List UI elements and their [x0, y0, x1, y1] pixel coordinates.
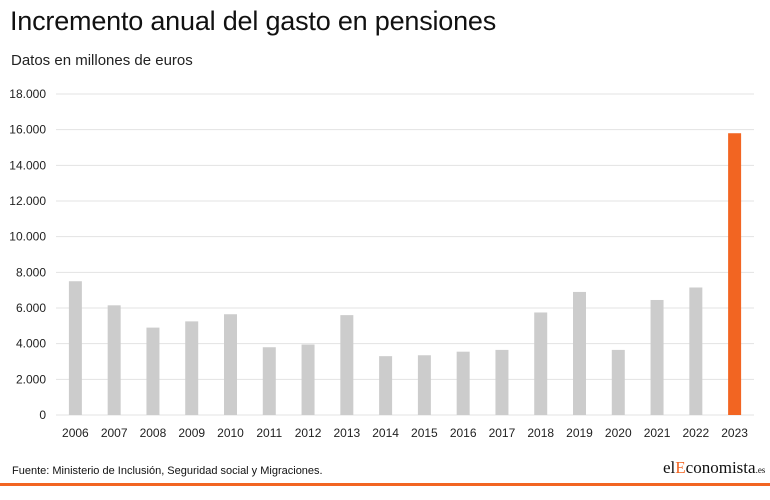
bar-2020: [611, 349, 625, 415]
logo-part-conomista: conomista: [685, 458, 756, 477]
y-tick-label: 8.000: [16, 265, 46, 279]
y-tick-label: 6.000: [16, 301, 46, 315]
bar-2016: [456, 351, 470, 415]
bar-2014: [379, 356, 393, 415]
x-tick-label: 2016: [450, 426, 477, 440]
x-tick-label: 2018: [527, 426, 554, 440]
bar-2007: [107, 305, 121, 415]
y-tick-label: 2.000: [16, 372, 46, 386]
bar-2009: [185, 321, 199, 415]
x-tick-label: 2014: [372, 426, 399, 440]
y-tick-label: 18.000: [9, 87, 46, 101]
bars: [68, 133, 742, 415]
bar-2019: [573, 291, 586, 415]
x-tick-label: 2020: [605, 426, 632, 440]
x-tick-label: 2008: [140, 426, 167, 440]
bar-2011: [262, 347, 276, 415]
x-tick-label: 2011: [256, 426, 282, 440]
x-tick-label: 2009: [178, 426, 205, 440]
source-note: Fuente: Ministerio de Inclusión, Segurid…: [12, 465, 323, 477]
bar-2008: [146, 327, 160, 415]
x-tick-label: 2019: [566, 426, 593, 440]
x-tick-label: 2010: [217, 426, 244, 440]
logo-part-el: el: [663, 458, 676, 477]
y-tick-label: 12.000: [9, 194, 46, 208]
chart-subtitle: Datos en millones de euros: [11, 52, 193, 69]
y-tick-label: 16.000: [9, 123, 46, 137]
y-tick-label: 10.000: [9, 230, 46, 244]
y-tick-label: 14.000: [9, 158, 46, 172]
bar-2021: [650, 299, 664, 415]
y-axis-ticks: 0 2.000 4.000 6.000 8.000 10.000 12.000 14.000 1…: [9, 87, 46, 422]
x-tick-label: 2023: [721, 426, 748, 440]
y-tick-label: 0: [39, 408, 46, 422]
x-tick-label: 2012: [295, 426, 322, 440]
x-tick-label: 2017: [489, 426, 516, 440]
bar-2012: [301, 344, 315, 415]
logo-part-e: E: [675, 458, 686, 477]
bar-2022: [689, 287, 703, 415]
bar-2017: [495, 349, 509, 415]
x-tick-label: 2013: [333, 426, 360, 440]
bottom-accent-rule: [0, 483, 770, 486]
x-tick-label: 2022: [682, 426, 709, 440]
bar-2010: [224, 314, 237, 415]
bar-2023: [728, 133, 742, 415]
gridlines: [56, 93, 754, 416]
bar-2013: [340, 315, 354, 415]
bar-2015: [417, 355, 431, 415]
bar-2006: [68, 281, 82, 415]
publisher-logo[interactable]: elEconomista.es: [663, 458, 765, 478]
bar-chart: 0 2.000 4.000 6.000 8.000 10.000 12.000 14.000 1…: [9, 87, 754, 440]
logo-suffix: .es: [755, 465, 766, 475]
x-tick-label: 2007: [101, 426, 128, 440]
y-tick-label: 4.000: [16, 337, 46, 351]
x-axis-ticks: 2006 2007 2008 2009 2010 2011 2012 2013 2014 2015…: [62, 426, 748, 440]
x-tick-label: 2006: [62, 426, 89, 440]
x-tick-label: 2021: [644, 426, 671, 440]
chart-title: Incremento anual del gasto en pensiones: [10, 6, 497, 36]
x-tick-label: 2015: [411, 426, 438, 440]
bar-2018: [534, 312, 548, 415]
